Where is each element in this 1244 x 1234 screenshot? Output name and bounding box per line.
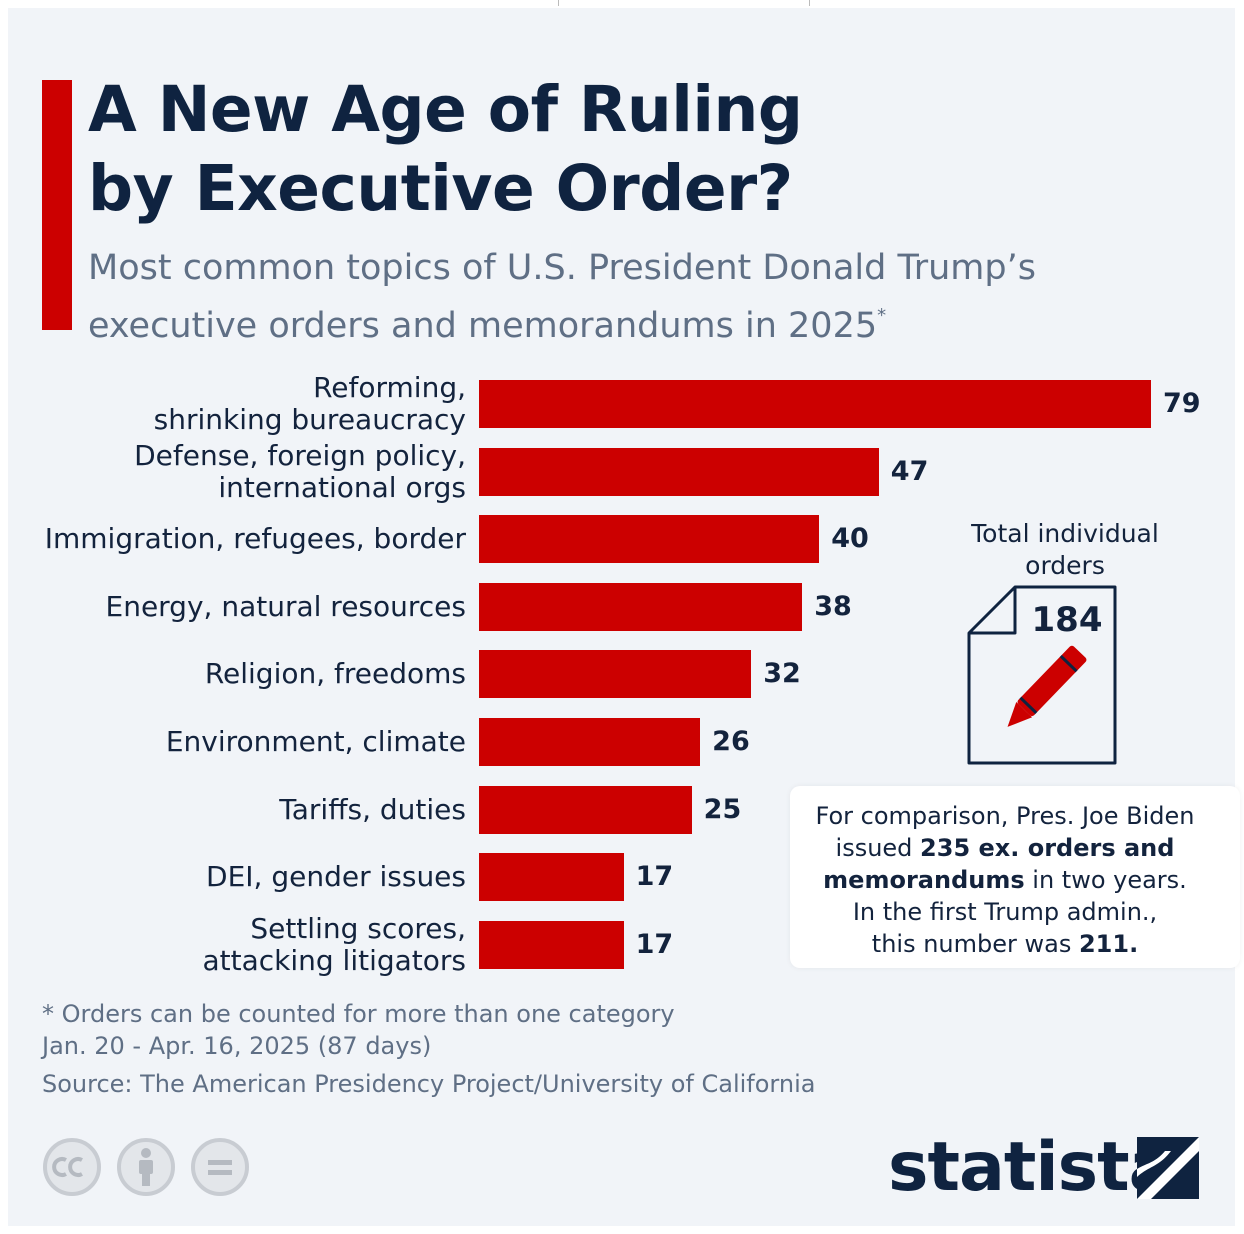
subtitle-line-2-text: executive orders and memorandums in 2025 xyxy=(88,306,878,346)
document-pen-icon xyxy=(967,585,1117,765)
source-text: Source: The American Presidency Project/… xyxy=(42,1070,816,1098)
category-label-line: attacking litigators xyxy=(202,943,466,977)
comparison-note: For comparison, Pres. Joe Biden issued 2… xyxy=(790,786,1240,968)
note-line-5a: this number was xyxy=(871,930,1079,958)
statista-logo-text: statista xyxy=(888,1128,1175,1207)
category-label-line: Religion, freedoms xyxy=(204,657,466,691)
bar-value-label: 47 xyxy=(890,455,929,487)
title-line-2: by Executive Order? xyxy=(88,152,793,225)
statista-logo-icon xyxy=(1137,1137,1199,1199)
note-line-2a: issued xyxy=(835,834,921,862)
category-label-line: Reforming, xyxy=(313,371,466,404)
bar-value-label: 38 xyxy=(814,590,852,622)
top-crop-mark xyxy=(558,0,810,6)
page-subtitle: Most common topics of U.S. President Don… xyxy=(88,244,1168,350)
bar xyxy=(479,785,692,834)
category-label-line: Tariffs, duties xyxy=(279,792,466,826)
category-label: DEI, gender issues xyxy=(6,861,466,893)
bar xyxy=(479,582,803,631)
note-line-2: issued 235 ex. orders and xyxy=(790,832,1220,864)
note-line-5: this number was 211. xyxy=(790,928,1220,960)
bar-value-label: 25 xyxy=(703,793,742,825)
bar xyxy=(479,447,879,496)
bar xyxy=(479,718,701,766)
bar-value-label: 17 xyxy=(635,861,674,893)
footnote: * Orders can be counted for more than on… xyxy=(42,998,675,1062)
note-line-4: In the first Trump admin., xyxy=(852,898,1158,926)
title-line-1: A New Age of Ruling xyxy=(88,73,803,146)
bar-value-label: 32 xyxy=(763,658,801,690)
category-label: Tariffs, duties xyxy=(6,792,466,826)
category-label: Defense, foreign policy, international or… xyxy=(6,438,466,504)
note-line-1: For comparison, Pres. Joe Biden xyxy=(815,802,1195,830)
note-line-3: memorandums in two years. xyxy=(790,864,1220,896)
creative-commons-icon[interactable] xyxy=(43,1138,101,1196)
category-label: Reforming, shrinking bureaucracy xyxy=(6,372,466,436)
category-label: Environment, climate xyxy=(6,726,466,758)
category-label-line: DEI, gender issues xyxy=(206,860,466,894)
category-label-line: Immigration, refugees, border xyxy=(44,522,466,556)
bar-value-label: 26 xyxy=(712,726,750,757)
category-label: Settling scores, attacking litigators xyxy=(6,911,466,977)
note-line-3b: in two years. xyxy=(1024,866,1187,894)
category-label-line: Defense, foreign policy, xyxy=(134,438,466,472)
subtitle-footnote-marker: * xyxy=(877,305,887,326)
no-derivatives-icon[interactable] xyxy=(191,1138,249,1196)
license-icons xyxy=(43,1138,249,1196)
page-title: A New Age of Ruling by Executive Order? xyxy=(88,70,988,228)
bar xyxy=(479,853,624,902)
bar-value-label: 79 xyxy=(1163,388,1201,419)
bar xyxy=(479,380,1151,428)
comparison-note-text: For comparison, Pres. Joe Biden issued 2… xyxy=(790,800,1220,960)
total-label-line-2: orders xyxy=(1025,551,1105,580)
category-label-line: Environment, climate xyxy=(165,725,466,758)
subtitle-line-2: executive orders and memorandums in 2025… xyxy=(88,292,1168,350)
bar-value-label: 40 xyxy=(831,523,869,555)
category-label: Religion, freedoms xyxy=(6,658,466,690)
attribution-icon[interactable] xyxy=(117,1138,175,1196)
category-label-line: Energy, natural resources xyxy=(105,589,467,623)
category-label-line: Settling scores, xyxy=(250,911,466,945)
title-accent-bar xyxy=(42,80,72,330)
note-line-5b: 211. xyxy=(1078,930,1139,958)
note-line-3a: memorandums xyxy=(823,866,1025,894)
footnote-line-1: * Orders can be counted for more than on… xyxy=(42,1000,675,1028)
bar xyxy=(479,515,820,564)
subtitle-line-1: Most common topics of U.S. President Don… xyxy=(88,248,1036,288)
category-label: Energy, natural resources xyxy=(6,589,467,623)
bar xyxy=(479,650,752,699)
footnote-line-2: Jan. 20 - Apr. 16, 2025 (87 days) xyxy=(42,1032,432,1060)
total-orders-value: 184 xyxy=(1031,600,1103,640)
category-label: Immigration, refugees, border xyxy=(6,523,466,555)
bar xyxy=(479,920,624,969)
total-label-line-1: Total individual xyxy=(971,519,1159,548)
category-label-line: international orgs xyxy=(218,470,466,504)
total-orders-label: Total individual orders xyxy=(955,518,1175,582)
category-label-line: shrinking bureaucracy xyxy=(153,403,466,436)
bar-value-label: 17 xyxy=(635,928,674,960)
note-line-2b: 235 ex. orders and xyxy=(920,834,1175,862)
